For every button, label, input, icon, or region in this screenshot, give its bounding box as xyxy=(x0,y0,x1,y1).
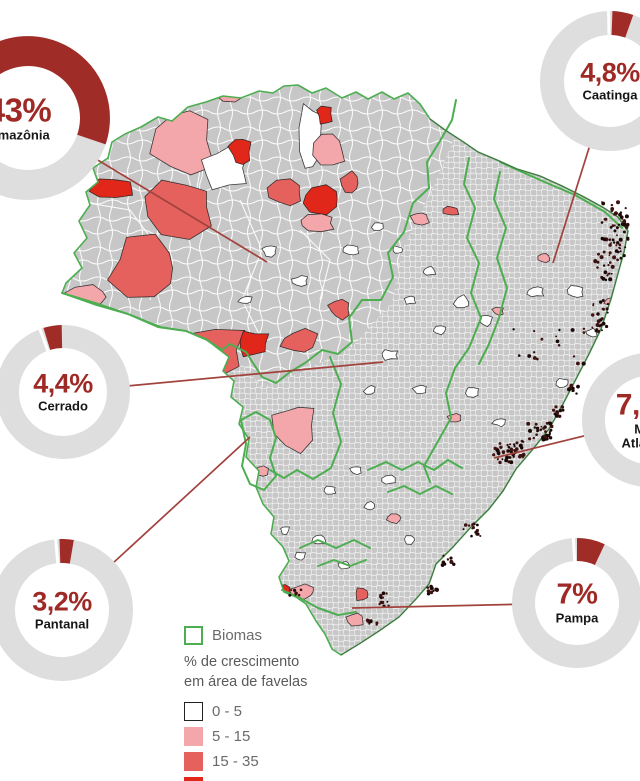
legend-title-line1: % de crescimento xyxy=(184,654,300,670)
biomas-outline-swatch xyxy=(184,626,203,645)
donut-ring-cerrado xyxy=(0,325,130,459)
donut-ring-caatinga xyxy=(540,11,640,151)
legend-class-row: 15 - 35 xyxy=(184,752,307,772)
donut-cerrado: 4,4% Cerrado xyxy=(0,325,130,459)
legend-class-label: 0 - 5 xyxy=(212,703,243,721)
legend-class-row: 0 - 5 xyxy=(184,702,307,722)
legend-class-label: 15 - 35 xyxy=(212,753,259,771)
legend-swatch-15-35 xyxy=(184,752,203,772)
legend-swatch-35-65 xyxy=(184,777,203,781)
donut-pampa: 7% Pampa xyxy=(512,538,640,668)
donut-ring-amazonia xyxy=(0,36,110,200)
biomas-label: Biomas xyxy=(212,627,263,644)
donut-mata-atlantica: 7,6% Mata Atlântica xyxy=(582,353,640,487)
legend-class-label: 5 - 15 xyxy=(212,728,251,746)
legend-swatch-5-15 xyxy=(184,727,203,747)
donut-ring-mata_atlantica xyxy=(582,353,640,487)
legend-title: % de crescimento em área de favelas xyxy=(184,653,307,692)
favela-dot-clusters xyxy=(288,200,630,626)
legend-classes: 0 - 5 5 - 15 15 - 35 35 - 65,1 xyxy=(184,702,307,781)
donut-ring-pampa xyxy=(512,538,640,668)
map-body xyxy=(61,84,630,656)
map-legend: Biomas % de crescimento em área de favel… xyxy=(184,626,307,781)
donut-caatinga: 4,8% Caatinga xyxy=(540,11,640,151)
legend-class-row: 5 - 15 xyxy=(184,727,307,747)
legend-swatch-0-5 xyxy=(184,702,203,722)
donut-amazonia: 43% Amazônia xyxy=(0,36,110,200)
donut-ring-pantanal xyxy=(0,539,133,681)
donut-pantanal: 3,2% Pantanal xyxy=(0,539,133,681)
legend-title-line2: em área de favelas xyxy=(184,673,308,690)
legend-biomas-row: Biomas xyxy=(184,626,307,645)
legend-class-row: 35 - 65,1 xyxy=(184,777,307,781)
legend-class-label: 35 - 65,1 xyxy=(212,778,271,781)
